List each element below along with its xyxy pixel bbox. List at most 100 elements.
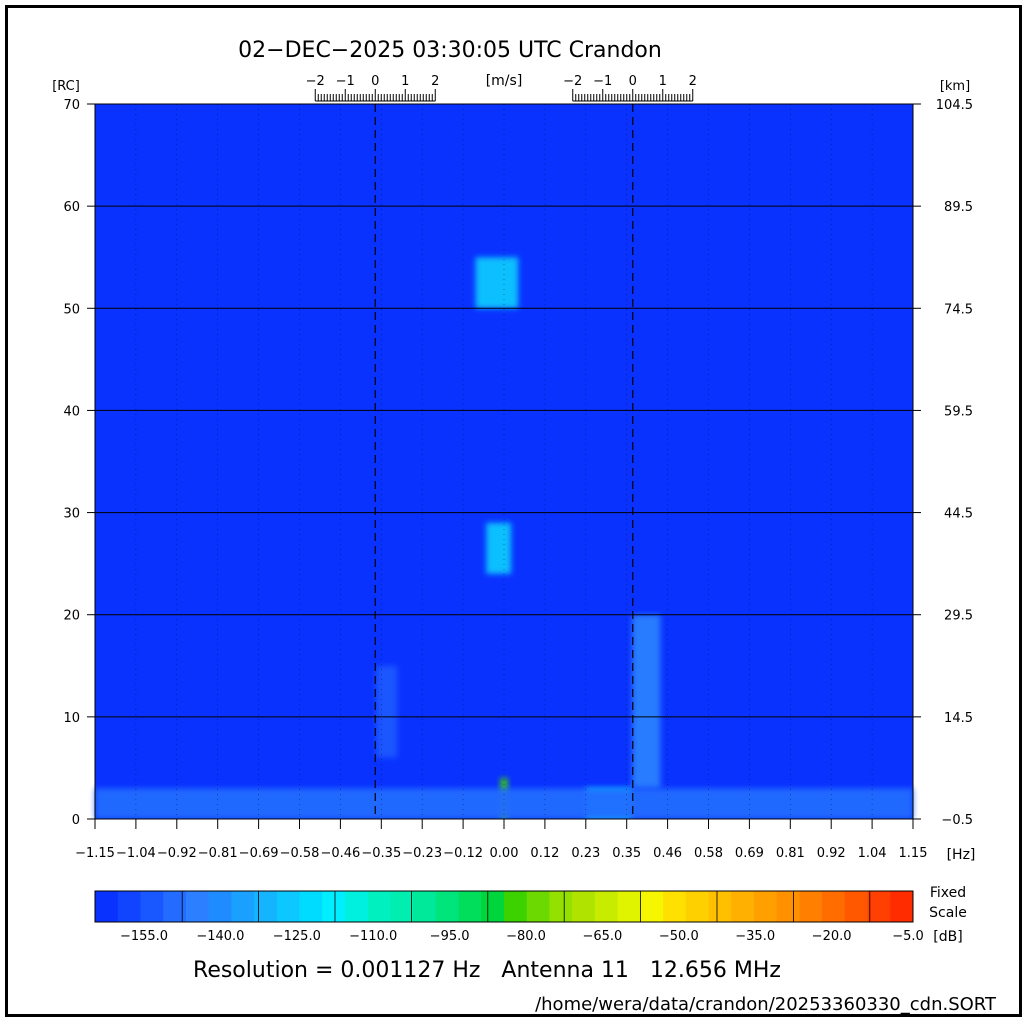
y-tick-label-right: 104.5 <box>936 98 973 113</box>
x-tick-label: −1.15 <box>75 846 115 861</box>
colorbar-label-fixed: Fixed <box>930 885 966 901</box>
y-tick-label-right: 59.5 <box>944 404 973 419</box>
x-tick-label: −0.12 <box>443 846 483 861</box>
x-tick-label: −1.04 <box>116 846 156 861</box>
colorbar-cell <box>299 891 323 922</box>
colorbar-cell <box>117 891 141 922</box>
colorbar-cell <box>435 891 460 922</box>
figure-frame <box>5 5 1022 1017</box>
y-tick-label-right: 29.5 <box>944 609 973 624</box>
colorbar-cell <box>708 891 732 922</box>
x-tick-label: 1.15 <box>899 846 928 861</box>
colorbar-cell <box>367 891 391 922</box>
colorbar-cell <box>504 891 528 922</box>
colorbar-tick-label: −80.0 <box>506 929 546 944</box>
x-tick-label: 0.92 <box>817 846 846 861</box>
colorbar-cell <box>413 891 437 922</box>
colorbar-cell <box>890 891 914 922</box>
colorbar-tick-label: −20.0 <box>812 929 852 944</box>
y-tick-label-right: 74.5 <box>944 302 973 317</box>
heatmap-feature <box>475 257 519 309</box>
y-tick-label-right: 89.5 <box>944 200 973 215</box>
colorbar-tick-label: −125.0 <box>273 929 321 944</box>
colorbar-cell <box>844 891 869 922</box>
colorbar-border <box>94 890 914 923</box>
colorbar-cell <box>390 891 414 922</box>
colorbar-cell <box>185 891 210 922</box>
colorbar-cell <box>731 891 755 922</box>
colorbar-cell <box>799 891 823 922</box>
colorbar-cell <box>344 891 369 922</box>
y-tick-label-left: 50 <box>63 302 80 317</box>
velocity-tick-label: 1 <box>659 74 667 89</box>
velocity-tick-label: 2 <box>431 74 439 89</box>
colorbar-cell <box>594 891 619 922</box>
colorbar-tick-label: −155.0 <box>120 929 168 944</box>
colorbar-cell <box>617 891 641 922</box>
colorbar-cell <box>231 891 255 922</box>
file-path-text: /home/wera/data/crandon/20253360330_cdn.… <box>535 994 997 1015</box>
colorbar-cell <box>458 891 482 922</box>
velocity-scale-label: [m/s] <box>486 73 523 89</box>
y-tick-label-left: 40 <box>63 404 80 419</box>
velocity-tick-label: 0 <box>629 74 637 89</box>
resolution-text: Resolution = 0.001127 Hz Antenna 11 12.6… <box>193 958 781 983</box>
colorbar-tick-label: −35.0 <box>735 929 775 944</box>
y-tick-label-left: 60 <box>63 200 80 215</box>
velocity-tick-label: 0 <box>371 74 379 89</box>
x-tick-label: −0.58 <box>280 846 320 861</box>
colorbar-cell <box>208 891 232 922</box>
colorbar-cell <box>140 891 164 922</box>
colorbar-cell <box>685 891 709 922</box>
colorbar-cell <box>822 891 846 922</box>
x-tick-label: −0.69 <box>239 846 279 861</box>
y-axis-left-label: [RC] <box>52 79 80 94</box>
y-tick-label-right: 14.5 <box>944 711 973 726</box>
x-tick-label: −0.23 <box>402 846 442 861</box>
x-tick-label: −0.81 <box>198 846 238 861</box>
colorbar-tick-label: −50.0 <box>659 929 699 944</box>
heatmap-feature <box>632 614 661 789</box>
y-tick-label-left: 70 <box>63 98 80 113</box>
colorbar-cell <box>481 891 505 922</box>
axes: −1.15 −1.04 −0.92 −0.81 −0.69 −0.58 −0.46 −0.35… <box>63 74 973 861</box>
x-tick-label: −0.35 <box>361 846 401 861</box>
colorbar-tick-label: −140.0 <box>196 929 244 944</box>
colorbar-tick-label: −110.0 <box>349 929 397 944</box>
colorbar: −155.0 −140.0 −125.0 −110.0 −95.0 −80.0 −65.0 −… <box>94 890 924 944</box>
colorbar-cell <box>163 891 187 922</box>
x-tick-label: −0.46 <box>320 846 360 861</box>
colorbar-cell <box>640 891 664 922</box>
chart-title: 02−DEC−2025 03:30:05 UTC Crandon <box>238 38 662 63</box>
velocity-tick-label: −2 <box>306 74 325 89</box>
colorbar-label-scale: Scale <box>929 905 967 921</box>
heatmap-feature <box>486 522 512 574</box>
x-tick-label: 0.81 <box>776 846 805 861</box>
velocity-tick-label: −1 <box>593 74 612 89</box>
x-tick-label: 0.35 <box>612 846 641 861</box>
colorbar-tick-label: −95.0 <box>430 929 470 944</box>
velocity-tick-label: 1 <box>401 74 409 89</box>
colorbar-cell <box>572 891 596 922</box>
heatmap-feature <box>375 665 398 758</box>
colorbar-cell <box>322 891 346 922</box>
colorbar-cell <box>549 891 573 922</box>
x-tick-label: 1.04 <box>858 846 887 861</box>
x-tick-label: 0.12 <box>530 846 559 861</box>
colorbar-unit: [dB] <box>933 929 962 945</box>
colorbar-cell <box>663 891 687 922</box>
x-axis-label: [Hz] <box>947 847 976 863</box>
colorbar-cell <box>867 891 891 922</box>
x-tick-label: 0.46 <box>653 846 682 861</box>
colorbar-cell <box>95 891 119 922</box>
heatmap-background <box>95 104 913 819</box>
colorbar-cell <box>276 891 300 922</box>
y-tick-label-right: 44.5 <box>944 507 973 522</box>
colorbar-cell <box>776 891 800 922</box>
y-tick-label-left: 10 <box>63 711 80 726</box>
x-tick-label: 0.69 <box>735 846 764 861</box>
colorbar-cell <box>753 891 778 922</box>
velocity-tick-label: −2 <box>563 74 582 89</box>
y-tick-label-left: 20 <box>63 609 80 624</box>
